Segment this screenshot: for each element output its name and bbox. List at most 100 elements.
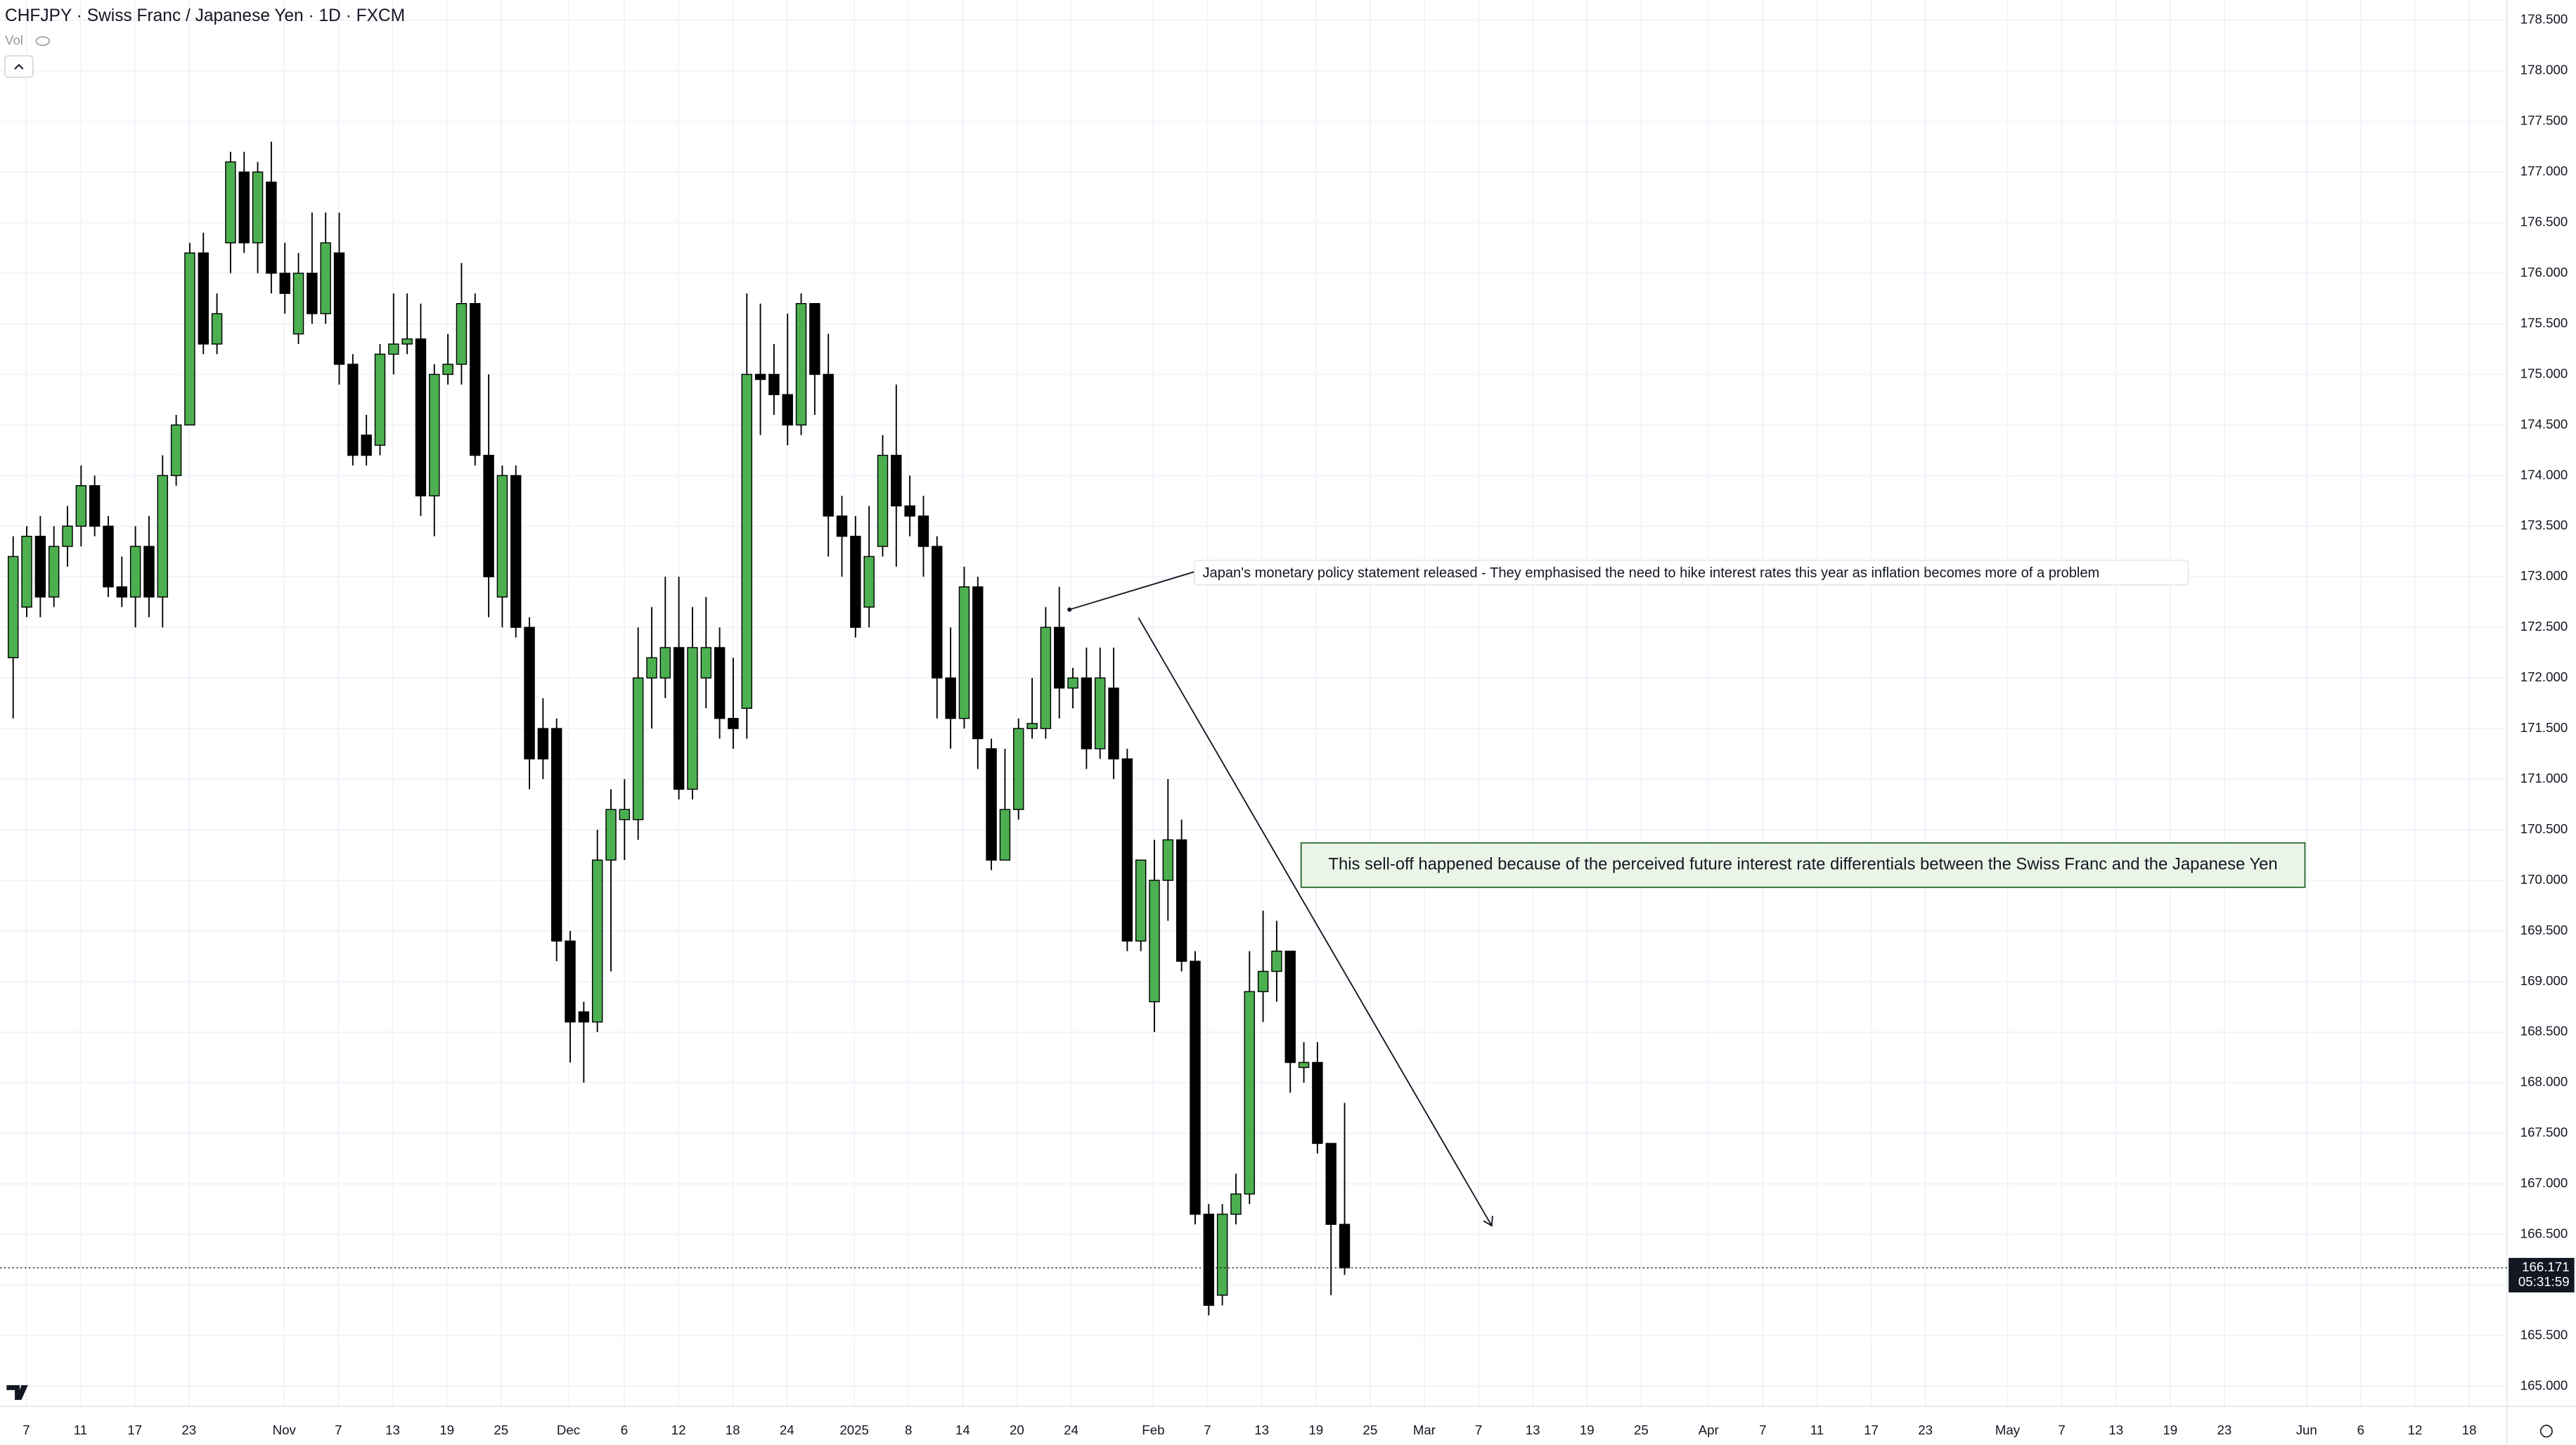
x-tick-label: 12 — [671, 1422, 686, 1437]
x-tick-label: 19 — [1308, 1422, 1323, 1437]
y-tick-label: 173.500 — [2520, 518, 2568, 532]
candle-body — [619, 809, 631, 821]
candle-body — [795, 303, 807, 426]
y-tick-label: 175.500 — [2520, 315, 2568, 330]
price-label-box — [2509, 1257, 2575, 1292]
candle-body — [401, 338, 413, 345]
candle-body — [1162, 839, 1174, 881]
candle-body — [442, 364, 453, 375]
candle-body — [1339, 1224, 1351, 1269]
candle-body — [510, 475, 522, 628]
y-tick-label: 178.500 — [2520, 12, 2568, 27]
y-tick-label: 176.500 — [2520, 214, 2568, 229]
candle-body — [823, 373, 834, 517]
note-box — [1300, 842, 2306, 888]
candle-body — [34, 535, 46, 598]
candle-body — [578, 1011, 590, 1023]
y-tick-label: 177.000 — [2520, 164, 2568, 179]
candle-body — [741, 373, 752, 709]
candle-body — [89, 485, 101, 527]
candle-body — [1081, 677, 1093, 750]
candle-body — [565, 940, 576, 1023]
x-tick-label: 13 — [1254, 1422, 1269, 1437]
candle-body — [591, 859, 603, 1023]
y-tick-label: 167.000 — [2520, 1176, 2568, 1190]
candle-body — [266, 181, 277, 274]
candle-body — [62, 525, 73, 547]
x-tick-label: 25 — [1634, 1422, 1649, 1437]
candle-body — [496, 475, 508, 598]
chart-title: CHFJPY · Swiss Franc / Japanese Yen · 1D… — [5, 6, 405, 25]
candle-body — [238, 171, 250, 244]
candle-body — [877, 454, 889, 547]
x-tick-label: 24 — [780, 1422, 794, 1437]
x-tick-label: 24 — [1064, 1422, 1078, 1437]
candle-body — [659, 647, 671, 679]
candle-body — [225, 161, 236, 244]
candle-body — [917, 515, 929, 547]
candle-body — [116, 586, 128, 598]
x-tick-label: 19 — [1580, 1422, 1595, 1437]
candle-body — [1108, 687, 1119, 759]
x-tick-label: 8 — [905, 1422, 912, 1437]
x-tick-label: 7 — [22, 1422, 30, 1437]
candle-body — [170, 424, 182, 477]
x-tick-label: 14 — [955, 1422, 970, 1437]
candle-body — [1244, 991, 1255, 1195]
candle-body — [1067, 677, 1078, 689]
candle-body — [863, 555, 875, 608]
x-tick-label: 23 — [181, 1422, 196, 1437]
candle-body — [537, 728, 549, 759]
candle-body — [1203, 1214, 1214, 1306]
x-tick-label: 17 — [1864, 1422, 1879, 1437]
candle-body — [1121, 758, 1133, 942]
x-tick-label: 6 — [2357, 1422, 2364, 1437]
x-tick-label: Dec — [557, 1422, 580, 1437]
candle-body — [143, 546, 155, 598]
y-tick-label: 173.000 — [2520, 568, 2568, 583]
y-tick-label: 178.000 — [2520, 63, 2568, 77]
x-tick-label: 19 — [439, 1422, 454, 1437]
y-tick-label: 175.000 — [2520, 366, 2568, 380]
settings-icon[interactable] — [2539, 1425, 2553, 1438]
candle-body — [1053, 627, 1065, 689]
x-tick-label: 6 — [621, 1422, 628, 1437]
candle-body — [1257, 970, 1269, 992]
x-tick-label: 13 — [385, 1422, 400, 1437]
candle-body — [945, 677, 956, 719]
y-tick-label: 176.000 — [2520, 264, 2568, 279]
collapse-icon — [14, 63, 24, 70]
eye-icon[interactable] — [35, 36, 50, 46]
candle-body — [932, 546, 943, 679]
candle-body — [1013, 728, 1024, 810]
candle-body — [550, 728, 562, 942]
x-tick-label: 19 — [2163, 1422, 2177, 1437]
collapse-button[interactable] — [4, 55, 34, 78]
candle-body — [986, 748, 997, 861]
x-tick-label: Mar — [1413, 1422, 1436, 1437]
y-tick-label: 172.500 — [2520, 619, 2568, 634]
note-text: Japan's monetary policy statement releas… — [1202, 565, 2099, 581]
candle-body — [279, 272, 290, 295]
y-tick-label: 171.500 — [2520, 720, 2568, 735]
candle-body — [891, 454, 902, 507]
candle-body — [632, 677, 644, 821]
x-tick-label: 20 — [1010, 1422, 1024, 1437]
candle-body — [728, 717, 739, 729]
candle-body — [646, 657, 657, 679]
y-tick-label: 169.000 — [2520, 973, 2568, 988]
candle-body — [809, 303, 820, 375]
x-tick-label: 13 — [1526, 1422, 1540, 1437]
y-tick-label: 167.500 — [2520, 1125, 2568, 1140]
candle-body — [1176, 839, 1187, 962]
note-text: This sell-off happened because of the pe… — [1328, 855, 2277, 874]
candle-body — [687, 647, 698, 790]
x-tick-label: 12 — [2408, 1422, 2423, 1437]
candle-body — [1312, 1062, 1323, 1144]
x-tick-label: 25 — [1363, 1422, 1377, 1437]
candle-body — [673, 647, 685, 790]
callout-anchor — [1067, 607, 1072, 612]
y-tick-label: 166.500 — [2520, 1226, 2568, 1241]
y-tick-label: 169.500 — [2520, 923, 2568, 937]
